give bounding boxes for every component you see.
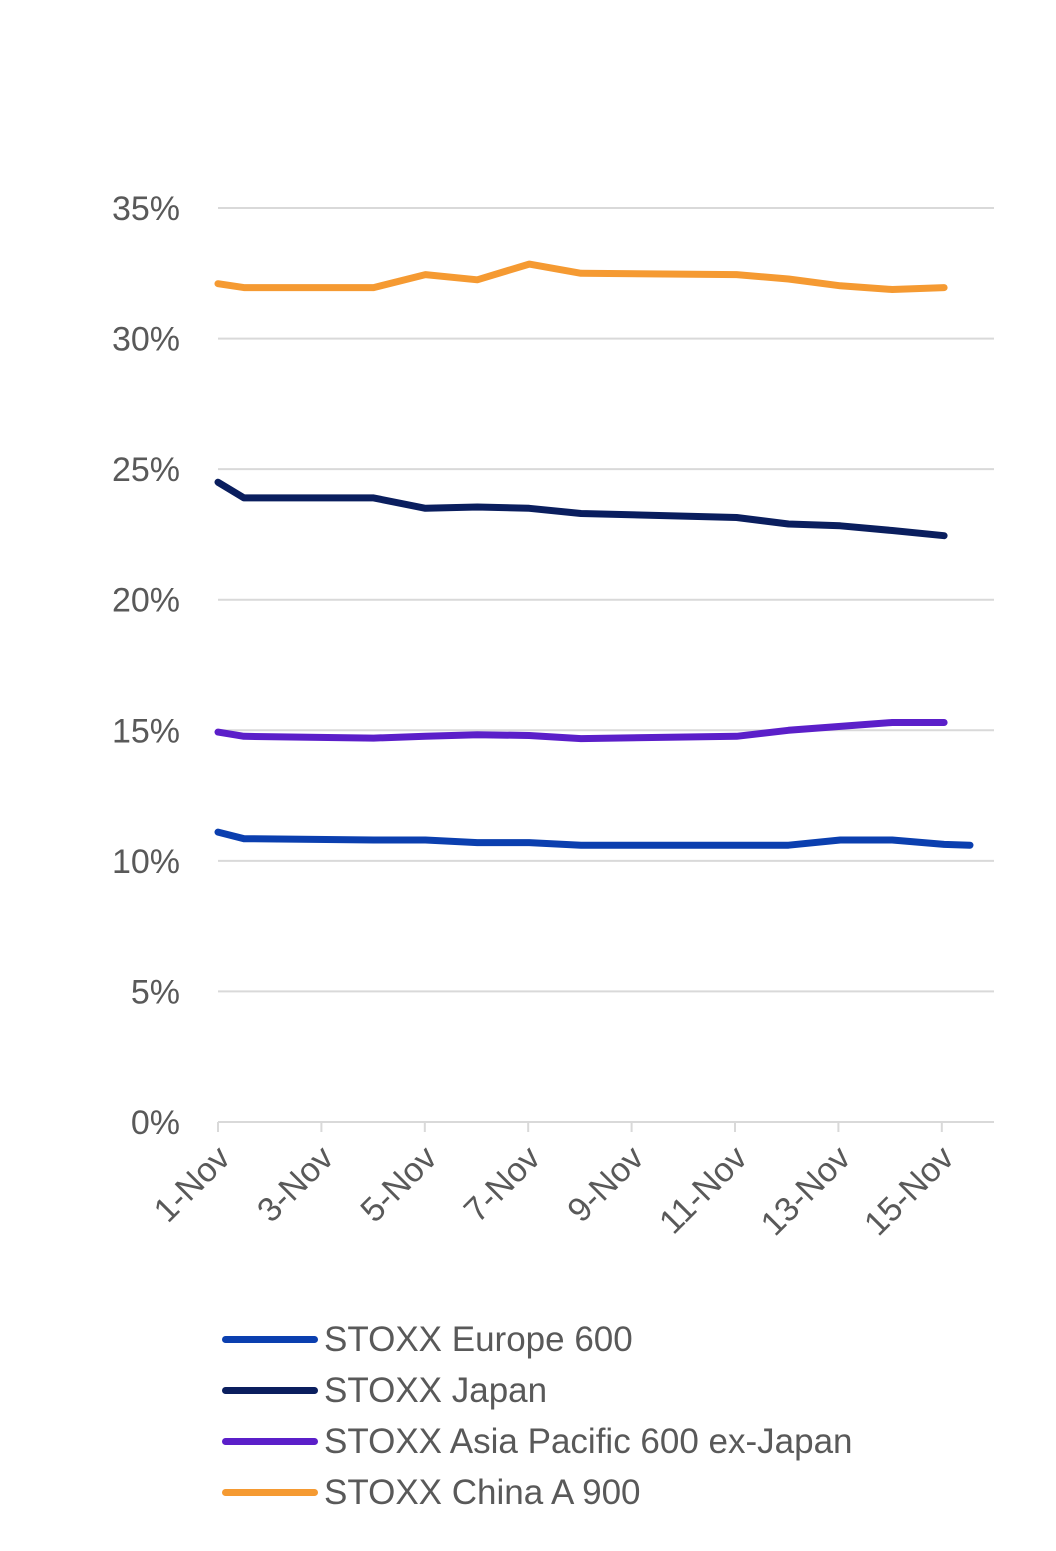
legend-swatch: [222, 1336, 318, 1343]
x-tick-label: 5-Nov: [353, 1139, 444, 1230]
y-tick-label: 20%: [112, 582, 180, 620]
legend-item: STOXX Europe 600: [222, 1314, 1022, 1365]
x-tick-label: 13-Nov: [754, 1139, 858, 1243]
legend-swatch: [222, 1489, 318, 1496]
x-axis-tick-labels: 1-Nov 3-Nov 5-Nov 7-Nov 9-Nov 11-Nov 13-Nov 15-…: [147, 1139, 962, 1243]
x-tick-label: 3-Nov: [250, 1139, 341, 1230]
legend: STOXX Europe 600 STOXX Japan STOXX Asia Pa…: [222, 1314, 1022, 1518]
x-tick-label: 1-Nov: [147, 1139, 238, 1230]
line-chart: 0% 5% 10% 15% 20% 25% 30% 35% 1-Nov 3-Nov 5-Nov 7-…: [112, 190, 994, 1243]
legend-item: STOXX Asia Pacific 600 ex-Japan: [222, 1416, 1022, 1467]
legend-label: STOXX Asia Pacific 600 ex-Japan: [324, 1421, 853, 1461]
x-tick-label: 7-Nov: [457, 1139, 548, 1230]
y-tick-label: 15%: [112, 712, 180, 750]
legend-swatch: [222, 1387, 318, 1394]
series-line: [214, 828, 974, 849]
y-tick-label: 0%: [131, 1104, 180, 1142]
legend-swatch: [222, 1438, 318, 1445]
x-tick-label: 9-Nov: [560, 1139, 651, 1230]
y-tick-label: 30%: [112, 321, 180, 359]
legend-label: STOXX China A 900: [324, 1472, 641, 1512]
y-tick-label: 10%: [112, 843, 180, 881]
gridlines: [218, 207, 994, 993]
x-tick-label: 15-Nov: [857, 1139, 961, 1243]
y-axis-tick-labels: 0% 5% 10% 15% 20% 25% 30% 35%: [112, 190, 180, 1142]
legend-item: STOXX Japan: [222, 1365, 1022, 1416]
y-tick-label: 5%: [131, 973, 180, 1011]
series-line: [214, 478, 948, 540]
series-line: [214, 719, 948, 743]
x-tick-label: 11-Nov: [652, 1139, 755, 1242]
y-tick-label: 35%: [112, 190, 180, 228]
legend-item: STOXX China A 900: [222, 1467, 1022, 1518]
x-axis: [217, 1121, 994, 1132]
legend-label: STOXX Japan: [324, 1370, 548, 1410]
series-line: [214, 260, 948, 293]
series-lines: [214, 260, 974, 849]
legend-label: STOXX Europe 600: [324, 1319, 633, 1359]
y-tick-label: 25%: [112, 451, 180, 489]
